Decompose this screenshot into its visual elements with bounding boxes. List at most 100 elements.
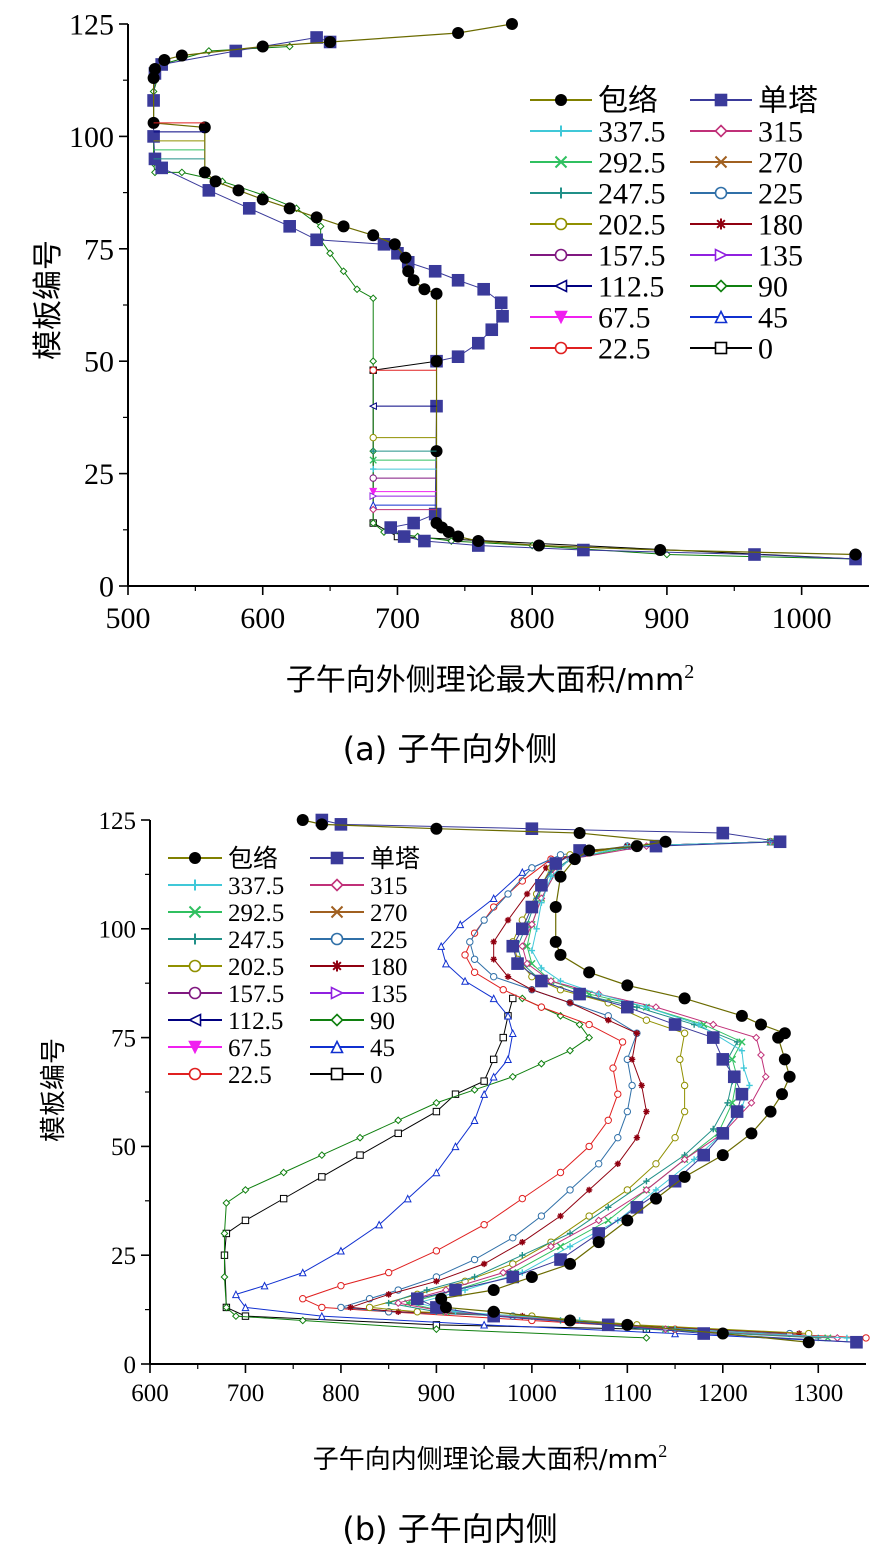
- data-point: [336, 1246, 345, 1255]
- data-point: [432, 1098, 441, 1107]
- data-point: [296, 814, 309, 826]
- y-tick-label: 25: [84, 458, 114, 491]
- data-point: [504, 890, 512, 898]
- data-point: [432, 1325, 441, 1334]
- data-point: [402, 265, 415, 278]
- data-point: [470, 1255, 479, 1264]
- data-point: [528, 986, 536, 993]
- data-point: [480, 1320, 489, 1329]
- legend-marker: [715, 218, 727, 230]
- data-point: [326, 249, 334, 258]
- data-point: [437, 941, 446, 950]
- data-point: [283, 220, 296, 233]
- data-point: [549, 857, 563, 870]
- legend-label: 180: [758, 209, 803, 242]
- axes-b: [141, 819, 866, 1373]
- legend-item: 315: [310, 873, 408, 900]
- data-point: [523, 942, 531, 950]
- data-point: [508, 1072, 517, 1081]
- data-point: [680, 1107, 689, 1116]
- data-point: [740, 1064, 748, 1072]
- data-point: [630, 840, 643, 853]
- data-point: [862, 1334, 870, 1342]
- data-point: [585, 1020, 593, 1029]
- legend-marker: [714, 248, 729, 262]
- data-point: [680, 1155, 689, 1164]
- x-tick-label: 900: [418, 1380, 456, 1407]
- data-point: [680, 1029, 689, 1037]
- data-point: [618, 1038, 627, 1046]
- data-point: [535, 878, 548, 892]
- data-point: [557, 1317, 564, 1324]
- legend-label: 157.5: [598, 240, 666, 273]
- legend-marker: [714, 124, 728, 138]
- data-point: [432, 1168, 441, 1177]
- x-tick-label: 600: [240, 602, 285, 635]
- data-point: [384, 1268, 393, 1277]
- data-point: [499, 1033, 507, 1042]
- data-point: [466, 938, 474, 946]
- data-point: [621, 979, 634, 992]
- legend-marker: [187, 1013, 202, 1027]
- data-point: [511, 957, 524, 970]
- data-point: [730, 1105, 744, 1118]
- data-point: [490, 938, 497, 946]
- data-point: [505, 18, 518, 30]
- series-单塔: [147, 31, 862, 566]
- legend-marker: [554, 217, 568, 231]
- data-point: [403, 1194, 412, 1203]
- data-point: [528, 947, 536, 954]
- data-point: [532, 539, 545, 552]
- data-point: [697, 1327, 711, 1340]
- data-point: [585, 1186, 593, 1194]
- series-202.5: [365, 838, 813, 1338]
- legend-item: 112.5: [530, 271, 664, 304]
- legend-item: 337.5: [168, 873, 284, 900]
- data-point: [441, 959, 450, 968]
- data-point: [369, 519, 378, 527]
- data-point: [573, 987, 586, 1001]
- legend-item: 90: [690, 271, 788, 304]
- legend-item: 292.5: [168, 900, 284, 927]
- series-line: [340, 841, 790, 1335]
- data-point: [370, 447, 377, 455]
- data-point: [384, 1308, 393, 1316]
- legend-item: 90: [310, 1008, 395, 1035]
- x-axis-label-a-sup: 2: [684, 661, 694, 683]
- legend-marker: [330, 878, 344, 892]
- data-point: [411, 1292, 424, 1306]
- data-point: [477, 282, 490, 296]
- data-point: [748, 548, 761, 561]
- x-axis-label-b: 子午向内侧理论最大面积/mm2: [313, 1441, 667, 1475]
- data-point: [671, 1133, 679, 1142]
- data-point: [451, 1090, 460, 1098]
- data-point: [518, 867, 527, 876]
- data-point: [242, 202, 256, 215]
- data-point: [407, 516, 420, 530]
- data-point: [680, 1081, 689, 1090]
- data-point: [318, 1303, 326, 1312]
- data-point: [222, 1303, 231, 1312]
- legend-item: 0: [690, 333, 773, 366]
- data-point: [525, 822, 539, 836]
- axes-a: [119, 23, 869, 595]
- data-point: [752, 1033, 761, 1042]
- data-point: [676, 1055, 684, 1064]
- data-point: [652, 1160, 660, 1168]
- legend-marker: [189, 879, 201, 891]
- data-point: [654, 544, 667, 557]
- data-point: [528, 864, 536, 872]
- data-point: [490, 956, 497, 963]
- data-point: [369, 433, 377, 442]
- x-tick-label: 700: [227, 1380, 265, 1407]
- legend-marker: [555, 94, 567, 106]
- data-point: [549, 901, 562, 914]
- data-point: [147, 71, 160, 84]
- data-point: [649, 1192, 662, 1205]
- data-point: [399, 251, 412, 264]
- y-tick-label: 50: [84, 346, 114, 379]
- data-point: [471, 1273, 478, 1281]
